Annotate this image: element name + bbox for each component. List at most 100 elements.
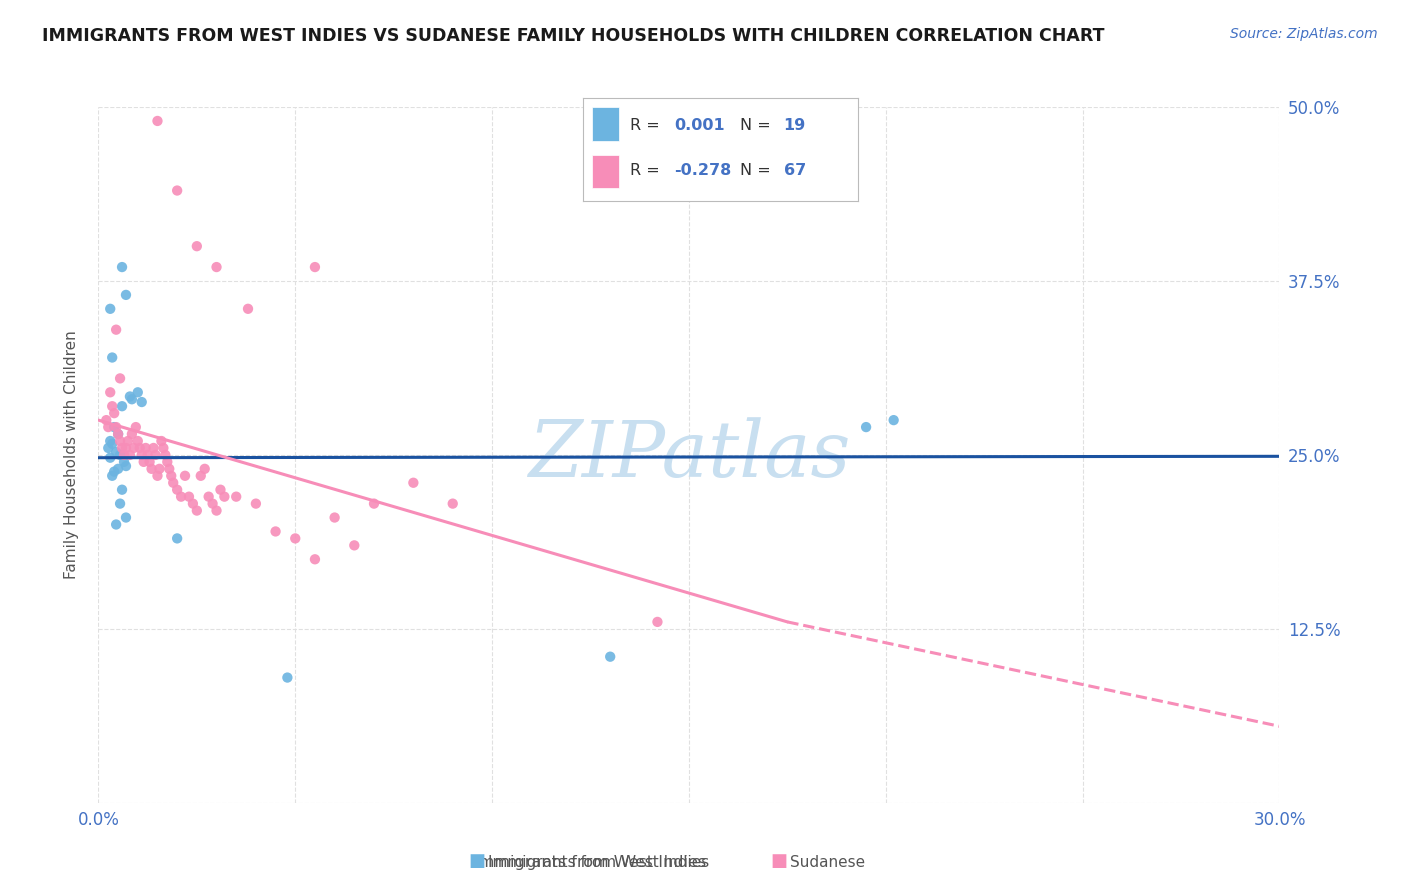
Bar [592, 154, 619, 188]
Point [156, 455, 179, 469]
Point [276, 671, 298, 685]
Point [190, 468, 212, 483]
Point [121, 392, 143, 407]
Point [98, 385, 121, 400]
Point [98, 434, 121, 448]
Text: 67: 67 [783, 163, 806, 178]
Text: Sudanese: Sudanese [790, 855, 865, 870]
Point [105, 323, 128, 337]
Point [209, 483, 232, 497]
Point [236, 301, 259, 316]
Point [108, 448, 131, 462]
Point [177, 490, 200, 504]
Point [170, 490, 193, 504]
Point [127, 434, 149, 448]
Text: Immigrants from West Indies: Immigrants from West Indies [474, 855, 707, 870]
Point [112, 448, 135, 462]
Point [131, 448, 153, 462]
Point [105, 445, 128, 459]
Point [108, 434, 131, 448]
Point [132, 455, 155, 469]
Point [115, 288, 138, 302]
Point [186, 503, 208, 517]
Point [98, 301, 121, 316]
Point [883, 413, 905, 427]
Point [125, 420, 148, 434]
Point [108, 371, 131, 385]
Point [98, 450, 121, 465]
Point [323, 510, 346, 524]
Point [115, 441, 138, 455]
Point [131, 395, 153, 409]
Point [855, 420, 877, 434]
Point [118, 448, 141, 462]
Point [97, 420, 120, 434]
Point [146, 468, 169, 483]
Point [402, 475, 425, 490]
Point [115, 458, 138, 473]
Text: Immigrants from West Indies: Immigrants from West Indies [488, 855, 709, 870]
Point [101, 437, 124, 451]
Text: R =: R = [630, 118, 665, 133]
Text: ■: ■ [770, 852, 787, 870]
Text: -0.278: -0.278 [673, 163, 731, 178]
Point [194, 462, 217, 476]
Point [107, 427, 129, 442]
Point [647, 615, 669, 629]
Bar [592, 107, 619, 141]
Point [304, 552, 326, 566]
Point [148, 462, 170, 476]
Point [97, 441, 120, 455]
Point [111, 260, 134, 274]
Point [103, 420, 125, 434]
Point [186, 239, 208, 253]
Point [112, 455, 135, 469]
Y-axis label: Family Households with Children: Family Households with Children [65, 331, 79, 579]
Point [225, 490, 247, 504]
Point [103, 465, 125, 479]
Point [128, 441, 150, 455]
Point [174, 468, 197, 483]
Point [152, 441, 174, 455]
Point [127, 385, 149, 400]
Point [111, 441, 134, 455]
Point [304, 260, 326, 274]
Point [138, 455, 160, 469]
Text: R =: R = [630, 163, 665, 178]
Point [166, 532, 188, 546]
Text: Source: ZipAtlas.com: Source: ZipAtlas.com [1230, 27, 1378, 41]
Text: N =: N = [740, 118, 776, 133]
Point [166, 184, 188, 198]
Point [107, 462, 129, 476]
Point [363, 497, 385, 511]
Text: N =: N = [740, 163, 776, 178]
Text: ZIPatlas: ZIPatlas [527, 417, 851, 493]
Point [142, 441, 165, 455]
Point [101, 399, 124, 413]
Point [197, 490, 219, 504]
Point [343, 538, 366, 552]
Point [214, 490, 236, 504]
Point [181, 497, 204, 511]
Point [264, 524, 287, 539]
Point [141, 462, 163, 476]
Point [96, 413, 118, 427]
Point [150, 434, 173, 448]
Text: IMMIGRANTS FROM WEST INDIES VS SUDANESE FAMILY HOUSEHOLDS WITH CHILDREN CORRELAT: IMMIGRANTS FROM WEST INDIES VS SUDANESE … [42, 27, 1105, 45]
Point [441, 497, 464, 511]
Point [205, 503, 228, 517]
Point [284, 532, 307, 546]
Point [121, 427, 143, 442]
Point [162, 475, 184, 490]
Point [245, 497, 267, 511]
Point [122, 441, 145, 455]
Point [599, 649, 621, 664]
Point [160, 468, 183, 483]
Point [115, 510, 138, 524]
Point [101, 351, 124, 365]
Point [145, 448, 167, 462]
Text: 19: 19 [783, 118, 806, 133]
Point [136, 448, 159, 462]
Point [107, 427, 129, 442]
Point [157, 462, 180, 476]
